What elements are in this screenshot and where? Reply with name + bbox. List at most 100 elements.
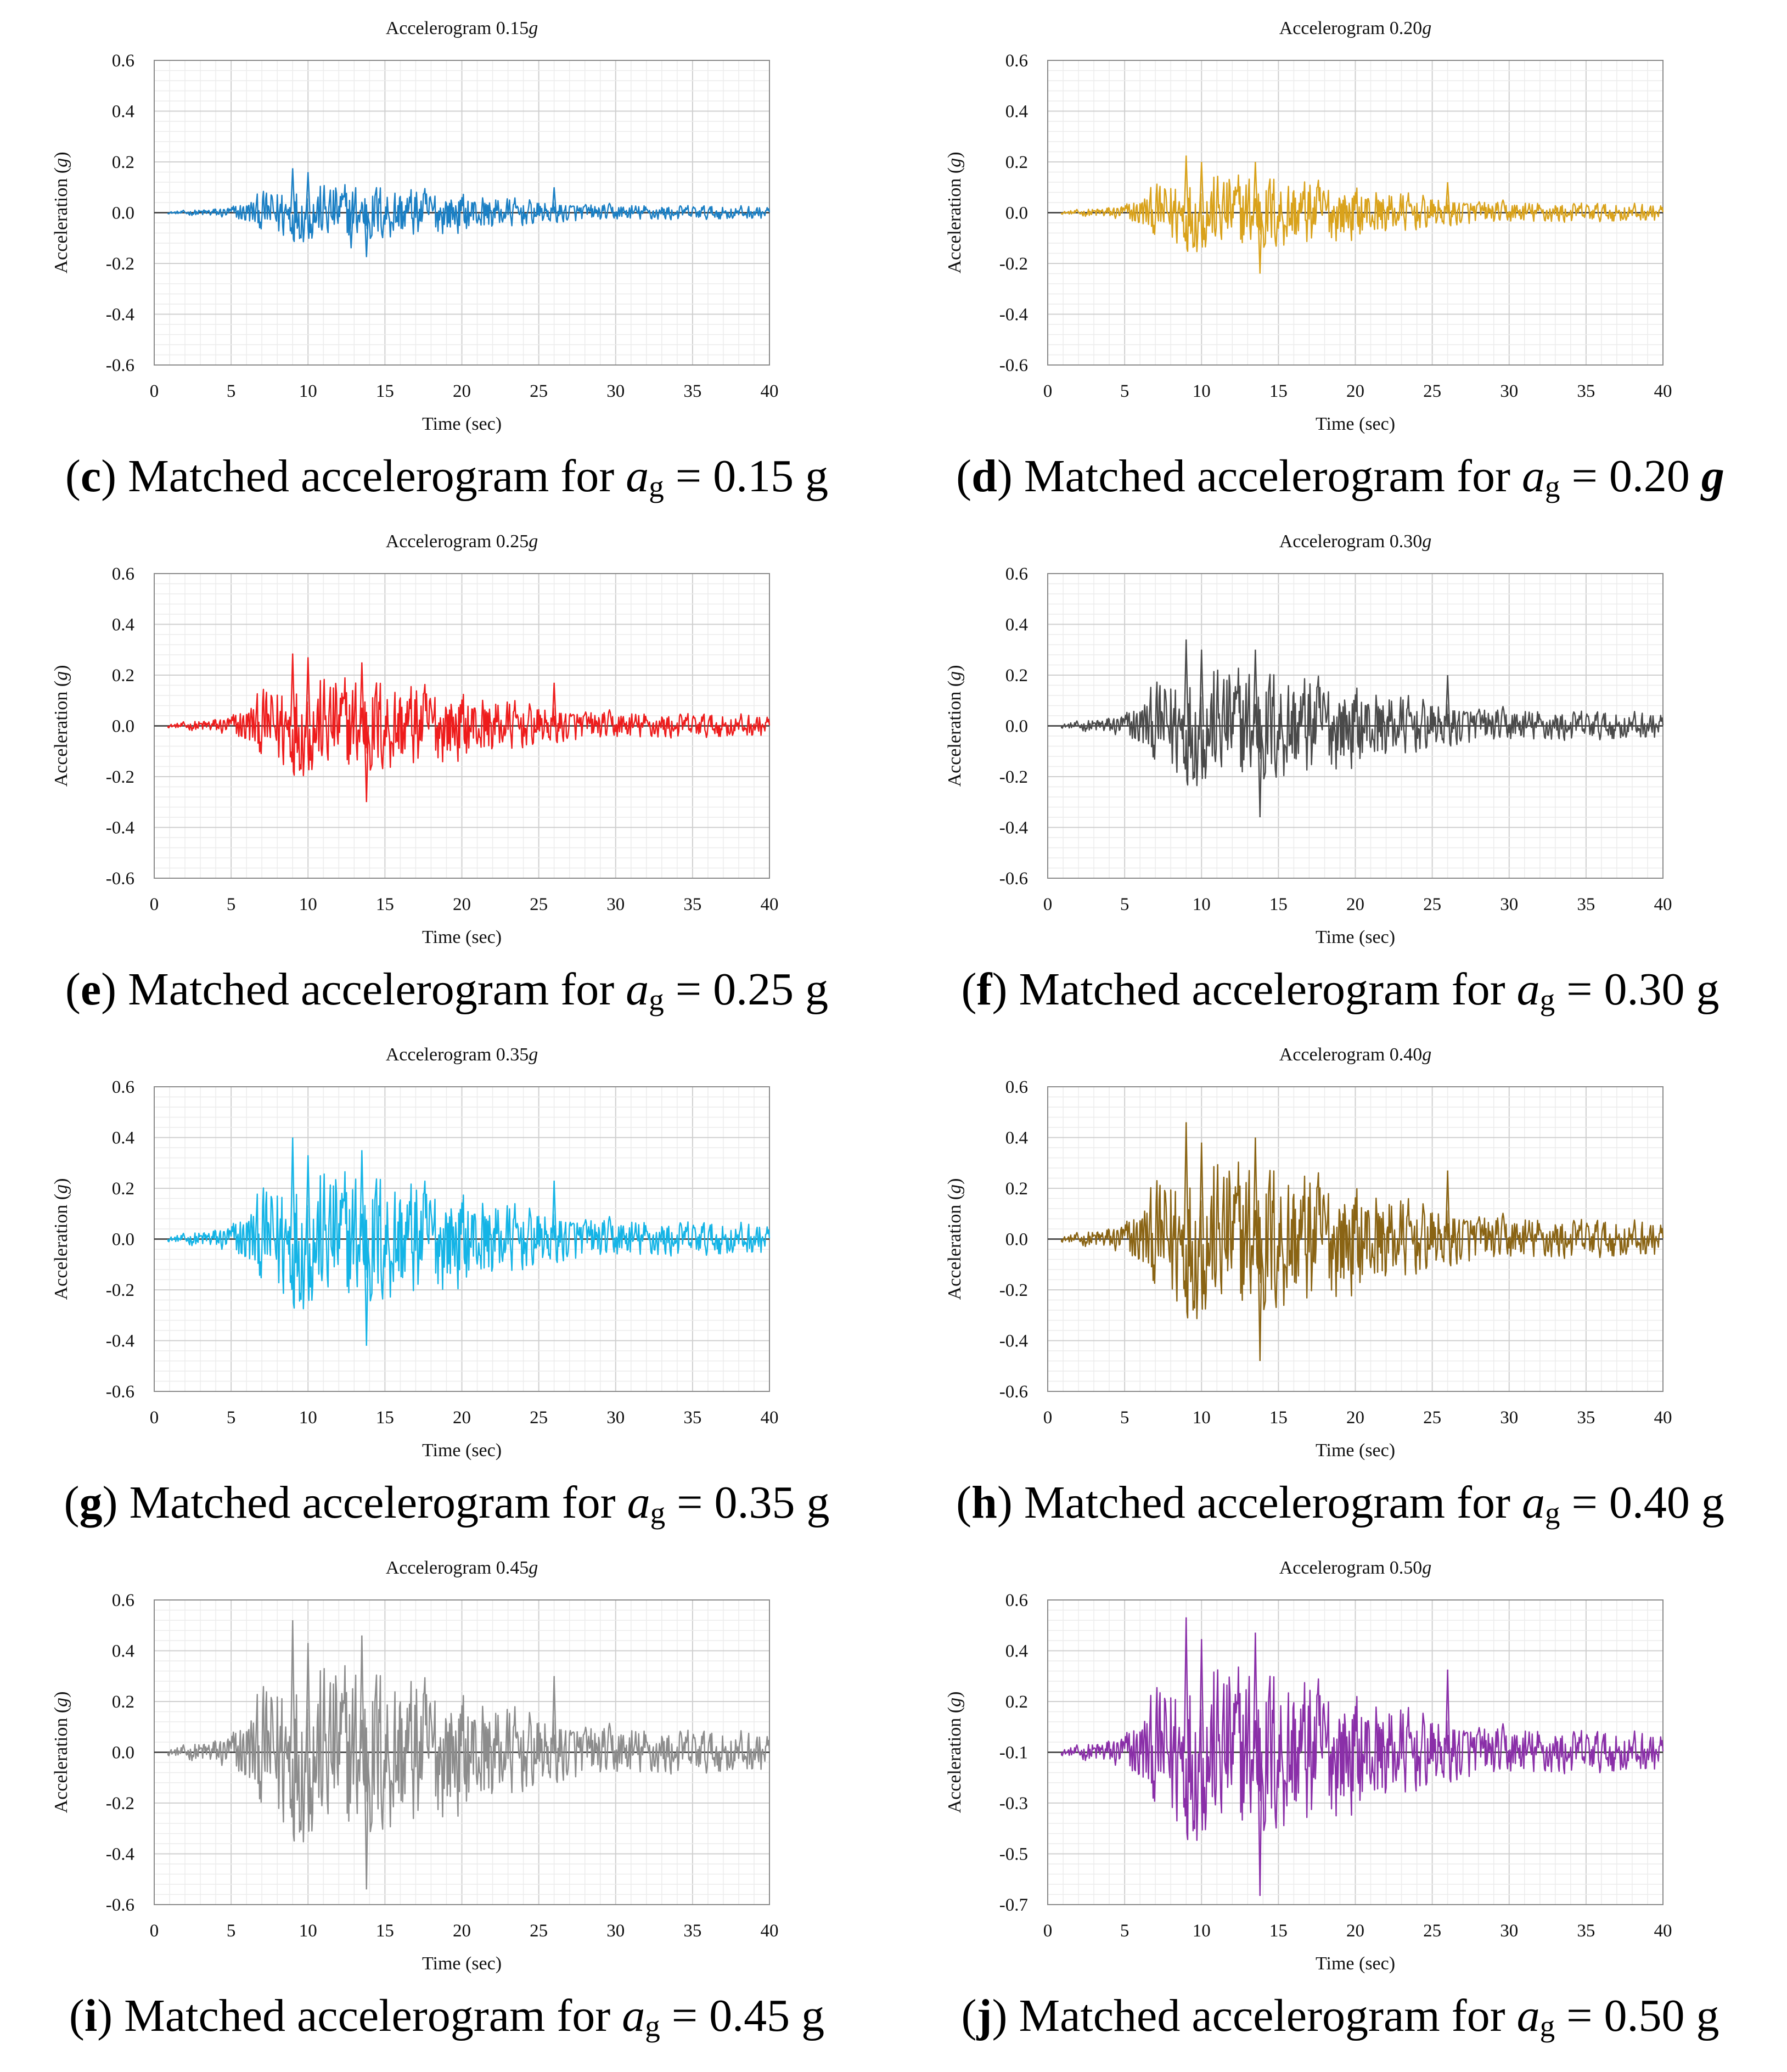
x-tick-label: 0 [150,381,159,401]
y-tick-label: 0.6 [112,51,134,71]
chart-title: Accelerogram 0.25g [386,531,538,552]
x-tick-label: 30 [606,1408,625,1428]
y-tick-label: -0.6 [106,1895,134,1915]
peak-spike [1255,1137,1258,1239]
y-tick-label: -0.7 [999,1895,1028,1915]
caption-subscript: g [1544,470,1560,503]
x-tick-label: 30 [1500,895,1518,914]
y-axis-label: Acceleration (g) [945,1178,965,1300]
peak-spike [307,657,311,726]
caption-subscript: g [650,1496,666,1530]
panel-d: Accelerogram 0.20g 0.6 0.4 0.2 0.0 -0.2 -0.4 -0… [894,0,1787,516]
chart-e: Accelerogram 0.25g 0.6 0.4 0.2 0.0 -0.2 -0.4 -0… [51,531,779,947]
panel-h: Accelerogram 0.40g 0.6 0.4 0.2 0.0 -0.2 -0.4 -0… [894,1026,1787,1542]
caption-text: ) Matched accelerogram for [102,1477,627,1528]
caption-letter: c [80,451,102,502]
x-tick-label: 25 [530,1408,548,1428]
caption-text: ) Matched accelerogram for [997,1477,1522,1528]
caption-letter: f [976,964,992,1015]
accelerogram-series [1061,667,1664,787]
peak-spike [1447,182,1451,213]
y-tick-label: 0.6 [1005,564,1028,584]
x-tick-label: 20 [1346,895,1364,914]
peak-spike [350,212,354,249]
peak-spike [366,1752,369,1890]
x-tick-label: 35 [683,381,701,401]
x-axis-label: Time (sec) [422,1440,502,1461]
x-tick-label: 40 [761,1921,779,1941]
caption-value: = 0.20 [1560,451,1701,502]
gridlines [1048,60,1663,365]
chart-title: Accelerogram 0.30g [1279,531,1432,552]
y-tick-label: 0.2 [1005,666,1028,686]
y-tick-label: 0.4 [1005,615,1028,635]
caption-value: = 0.40 [1560,1477,1701,1528]
y-tick-label: -0.6 [106,869,134,889]
peak-spike [307,1643,311,1753]
y-tick-label: -0.4 [999,1332,1028,1351]
peak-spike [1259,1752,1263,1896]
x-tick-label: 30 [606,381,625,401]
y-tick-label: -0.2 [106,767,134,787]
x-tick-label: 25 [1423,381,1441,401]
y-axis-label: Acceleration (g) [945,152,965,274]
accelerogram-series [167,1171,771,1310]
x-axis-label: Time (sec) [1316,927,1395,947]
y-tick-label: 0.6 [1005,1077,1028,1097]
peak-spike [292,168,295,213]
caption-letter: d [971,451,997,502]
peak-spike [1201,649,1204,726]
chart-title: Accelerogram 0.40g [1279,1045,1432,1065]
y-tick-label: -0.4 [999,818,1028,838]
y-tick-label: 0.6 [1005,1591,1028,1610]
x-tick-label: 5 [227,1408,236,1428]
y-tick-label: -0.6 [106,1382,134,1402]
x-tick-label: 10 [1193,1408,1211,1428]
caption-paren: ( [956,1477,972,1528]
panel-i: Accelerogram 0.45g 0.6 0.4 0.2 0.0 -0.2 -0.4 -0… [0,1540,894,2056]
x-tick-label: 15 [376,1921,394,1941]
caption-subscript: g [1544,1496,1560,1530]
x-tick-label: 5 [227,1921,236,1941]
peak-spike [1185,1122,1189,1239]
x-tick-label: 40 [761,895,779,914]
x-tick-label: 25 [1423,895,1441,914]
y-tick-label: -0.6 [999,356,1028,375]
x-tick-label: 15 [1269,895,1288,914]
x-tick-label: 35 [1577,895,1595,914]
caption-text: ) Matched accelerogram for [992,964,1517,1015]
chart-h: Accelerogram 0.40g 0.6 0.4 0.2 0.0 -0.2 -0.4 -0… [945,1045,1672,1461]
y-tick-label: -0.2 [999,767,1028,787]
caption-unit: g [805,451,829,502]
peak-spike [1185,1617,1189,1753]
y-tick-label: 0.6 [112,1077,134,1097]
y-axis-label: Acceleration (g) [945,665,965,787]
y-tick-label: 0.4 [112,102,134,122]
caption-text: ) Matched accelerogram for [992,1990,1517,2041]
caption-letter: i [84,1990,98,2041]
accelerogram-series [167,677,771,777]
y-tick-label: 0.4 [1005,1642,1028,1661]
caption-paren: ( [65,451,81,502]
y-tick-label: -0.4 [106,1845,134,1865]
peak-spike [307,172,311,213]
y-tick-label: 0.2 [112,1179,134,1199]
panel-c: Accelerogram 0.15g 0.6 0.4 0.2 0.0 -0.2 -0.4 -0… [0,0,894,516]
caption-variable: a [1516,964,1540,1015]
peak-spike [1447,1669,1451,1753]
panel-f: Accelerogram 0.30g 0.6 0.4 0.2 0.0 -0.2 -0.4 -0… [894,513,1787,1029]
y-tick-label: 0.2 [1005,1179,1028,1199]
x-axis-label: Time (sec) [1316,1953,1395,1974]
caption-unit: g [1701,1477,1724,1528]
x-tick-label: 40 [1654,381,1672,401]
caption-text: ) Matched accelerogram for [997,451,1522,502]
chart-i: Accelerogram 0.45g 0.6 0.4 0.2 0.0 -0.2 -0.4 -0… [51,1558,779,1974]
x-tick-label: 10 [299,1921,317,1941]
chart-g: Accelerogram 0.35g 0.6 0.4 0.2 0.0 -0.2 -0.4 -0… [51,1045,779,1461]
x-tick-label: 0 [150,1408,159,1428]
y-tick-label: -0.3 [999,1794,1028,1813]
panel-caption: (c) Matched accelerogram for ag = 0.15 g [0,449,894,514]
peak-spike [1201,1639,1204,1753]
y-tick-label: 0.6 [112,564,134,584]
